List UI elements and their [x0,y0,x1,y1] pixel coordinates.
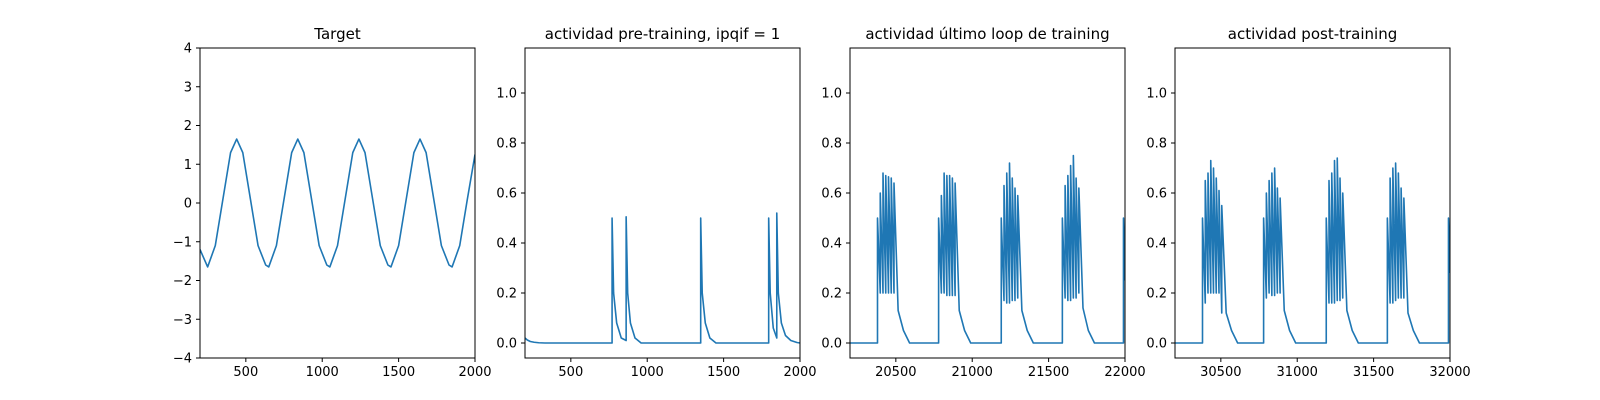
y-tick-label: 0 [184,197,192,212]
y-tick-label: 1.0 [1146,87,1167,102]
series-line-1-1 [200,138,475,268]
y-tick-label: 0.6 [1146,187,1167,202]
subplot-4: 30500 31000 31500 32000 0.0 0.2 0.4 0.6 0.8 1.0 ac… [1146,25,1470,380]
axes-frame [524,47,801,359]
y-tick-label: −1 [173,235,192,250]
x-tick-label: 1000 [631,365,664,380]
y-tick-label: 0.4 [821,237,842,252]
y-tick-label: 0.4 [1146,237,1167,252]
y-tick-label: 0.0 [821,337,842,352]
x-tick-label: 20500 [875,365,916,380]
y-tick-label: 0.8 [821,137,842,152]
y-tick-label: 0.6 [496,187,517,202]
x-tick-label: 1000 [306,365,339,380]
y-tick-label: −4 [173,352,192,367]
x-tick-label: 22000 [1104,365,1145,380]
x-tick-label: 31000 [1277,365,1318,380]
y-tick-label: 0.0 [1146,337,1167,352]
y-tick-label: 0.6 [821,187,842,202]
y-tick-label: −2 [173,274,192,289]
chart-title: actividad último loop de training [865,25,1109,43]
subplot-3: 20500 21000 21500 22000 0.0 0.2 0.4 0.6 0.8 1.0 ac… [821,25,1145,380]
x-tick-label: 2000 [458,365,491,380]
subplot-2: 500 1000 1500 2000 0.0 0.2 0.4 0.6 0.8 1.0 activid… [496,25,816,380]
chart-title: actividad pre-training, ipqif = 1 [545,25,781,43]
x-tick-label: 31500 [1353,365,1394,380]
subplot-1: 500 1000 1500 2000 −4 −3 −2 −1 0 1 2 3 4 Target [173,25,492,380]
axes-frame [849,47,1126,359]
x-tick-label: 1500 [382,365,415,380]
y-tick-label: −3 [173,313,192,328]
y-tick-label: 0.2 [821,287,842,302]
series-line-3-1 [850,154,1125,344]
y-tick-label: 0.8 [496,137,517,152]
x-tick-label: 500 [233,365,258,380]
y-tick-label: 3 [184,80,192,95]
x-tick-label: 32000 [1429,365,1470,380]
chart-title: actividad post-training [1228,25,1397,43]
y-tick-label: 4 [184,42,192,57]
y-tick-label: 0.4 [496,237,517,252]
y-tick-label: 2 [184,119,192,134]
x-tick-label: 500 [558,365,583,380]
y-tick-label: 1 [184,158,192,173]
x-tick-label: 21500 [1028,365,1069,380]
chart-title: Target [313,25,361,43]
series-line-4-1 [1175,157,1450,344]
x-tick-label: 21000 [952,365,993,380]
x-tick-label: 2000 [783,365,816,380]
y-tick-label: 0.2 [1146,287,1167,302]
y-tick-label: 0.0 [496,337,517,352]
y-tick-label: 0.8 [1146,137,1167,152]
series-line-2-1 [525,212,800,344]
axes-frame [1174,47,1451,359]
y-tick-label: 1.0 [496,87,517,102]
y-tick-label: 0.2 [496,287,517,302]
x-tick-label: 30500 [1200,365,1241,380]
x-tick-label: 1500 [707,365,740,380]
y-tick-label: 1.0 [821,87,842,102]
